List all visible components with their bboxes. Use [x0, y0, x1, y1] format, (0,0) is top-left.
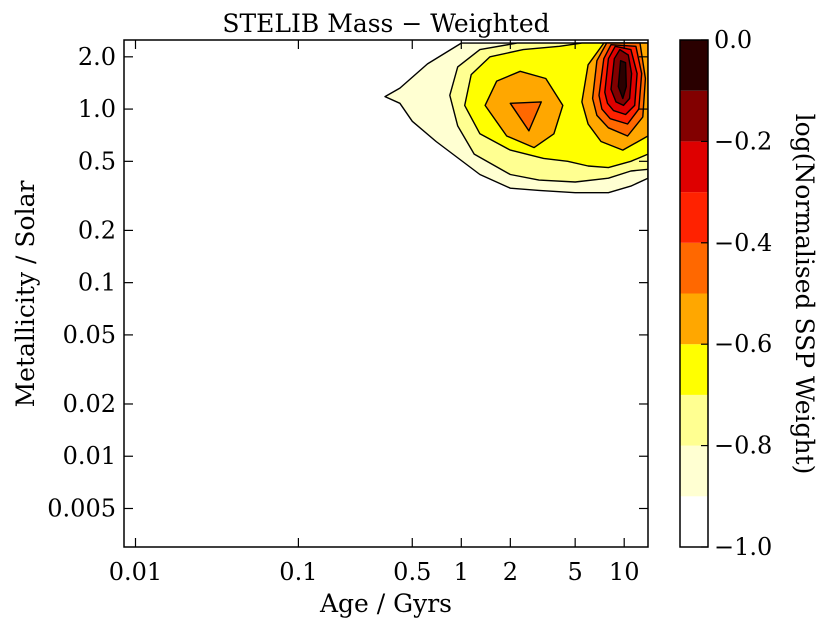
plot-frame: [123, 39, 649, 548]
y-tick-label: 0.1: [78, 269, 116, 297]
colorbar-band-0: [680, 496, 708, 547]
y-tick-label: 0.2: [78, 216, 116, 244]
contour-layer: [384, 42, 648, 194]
x-tick-label: 0.01: [109, 558, 162, 586]
colorbar-tick-label: −0.8: [714, 432, 772, 460]
colorbar-band-5: [680, 242, 708, 294]
x-tick-label: 2: [503, 558, 518, 586]
chart-title: STELIB Mass − Weighted: [222, 9, 549, 38]
contour-level-10: [617, 60, 627, 100]
x-tick-label: 5: [568, 558, 583, 586]
y-axis: 2.0 1.0 0.5 0.2 0.1 0.05 0.02 0.01 0.005: [47, 43, 648, 522]
y-tick-label: 0.005: [47, 494, 116, 522]
y-tick-label: 0.02: [63, 390, 116, 418]
colorbar-band-7: [680, 141, 708, 193]
y-tick-label: 1.0: [78, 95, 116, 123]
x-tick-label: 1: [454, 558, 469, 586]
x-tick-label: 0.1: [279, 558, 317, 586]
y-tick-label: 0.01: [63, 442, 116, 470]
colorbar: [680, 40, 708, 547]
colorbar-tick-label: −0.2: [714, 127, 772, 155]
colorbar-label: log(Normalised SSP Weight): [790, 114, 819, 475]
colorbar-axis: 0.0 −0.2 −0.4 −0.6 −0.8 −1.0: [701, 26, 772, 561]
colorbar-band-1: [680, 445, 708, 497]
y-axis-label: Metallicity / Solar: [11, 181, 40, 408]
colorbar-band-4: [680, 293, 708, 345]
colorbar-tick-label: −0.4: [714, 229, 772, 257]
colorbar-band-6: [680, 192, 708, 243]
colorbar-band-9: [680, 40, 708, 91]
y-tick-label: 0.5: [78, 147, 116, 175]
colorbar-tick-label: −1.0: [714, 533, 772, 561]
colorbar-tick-label: −0.6: [714, 330, 772, 358]
x-tick-label: 0.5: [393, 558, 431, 586]
x-axis-label: Age / Gyrs: [319, 589, 452, 618]
colorbar-tick-label: 0.0: [714, 26, 752, 54]
y-tick-label: 2.0: [78, 43, 116, 71]
x-axis: 0.01 0.1 0.5 1 2 5 10: [109, 40, 640, 586]
y-tick-label: 0.05: [63, 321, 116, 349]
x-tick-label: 10: [609, 558, 640, 586]
colorbar-frame: [679, 39, 709, 548]
contour-level-4: [509, 101, 542, 132]
colorbar-band-2: [680, 394, 708, 446]
colorbar-band-3: [680, 344, 708, 395]
colorbar-band-8: [680, 90, 708, 142]
